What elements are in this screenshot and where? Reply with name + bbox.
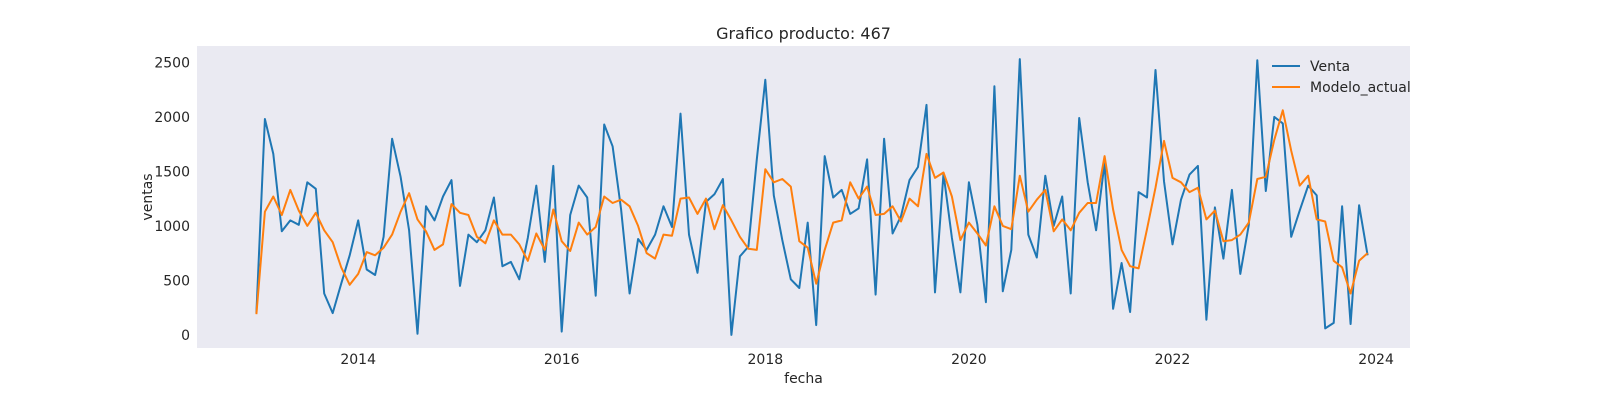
x-tick-label: 2020 [951,352,987,368]
plot-background [197,46,1410,348]
x-tick-label: 2018 [748,352,784,368]
y-tick-label: 0 [181,328,190,344]
y-tick-label: 500 [163,273,190,289]
y-tick-label: 1000 [154,219,190,235]
y-tick-label: 1500 [154,164,190,180]
series-layer [255,58,1369,336]
x-tick-label: 2014 [340,352,376,368]
y-axis-title: ventas [140,173,156,220]
legend-label: Venta [1310,59,1350,75]
series-line-venta [255,58,1369,336]
x-axis-title: fecha [784,371,823,387]
x-tick-labels: 2014 2016 2018 2020 2022 2024 [340,352,1394,368]
y-tick-labels: 0 500 1000 1500 2000 2500 [154,55,190,344]
legend-label: Modelo_actual [1310,80,1411,96]
y-tick-label: 2500 [154,55,190,71]
chart-title: Grafico producto: 467 [716,24,891,43]
x-tick-label: 2016 [544,352,580,368]
legend: Venta Modelo_actual [1272,59,1411,96]
x-tick-label: 2024 [1358,352,1394,368]
series-line-modelo-actual [255,109,1369,315]
y-tick-label: 2000 [154,110,190,126]
x-tick-label: 2022 [1155,352,1191,368]
